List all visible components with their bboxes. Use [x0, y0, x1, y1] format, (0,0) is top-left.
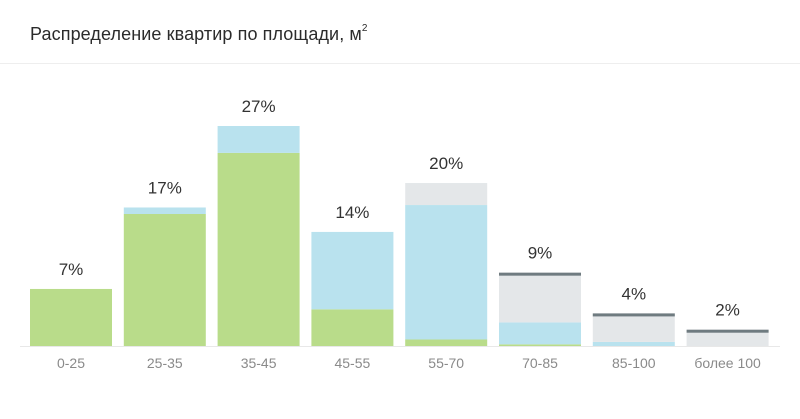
bar-6-segment-2: [499, 322, 581, 345]
bar-8: [686, 329, 769, 346]
x-tick-label-6: 70-85: [522, 355, 558, 371]
bar-3-segment-2: [217, 126, 300, 153]
bar-4-segment-1: [311, 309, 394, 346]
bar-4: [311, 231, 394, 346]
bar-7-segment-3: [592, 313, 675, 342]
x-tick-label-2: 25-35: [147, 355, 183, 371]
bar-5-segment-3: [405, 183, 488, 206]
bar-1: [30, 288, 112, 346]
bar-7: [592, 313, 675, 346]
bar-2-segment-2: [123, 207, 206, 214]
bar-7-segment-2: [592, 341, 675, 346]
bar-6-segment-3: [499, 272, 581, 323]
bar-7-cap: [592, 313, 675, 317]
bar-5: [405, 183, 488, 346]
bar-4-value-label: 14%: [335, 203, 369, 222]
bar-2-segment-1: [123, 214, 206, 346]
bar-4-segment-2: [311, 231, 394, 310]
bar-6-cap: [499, 272, 581, 276]
x-tick-label-1: 0-25: [57, 355, 85, 371]
title-divider: [0, 63, 800, 64]
bar-5-value-label: 20%: [429, 154, 463, 173]
bar-3-segment-1: [217, 152, 300, 346]
bar-3-value-label: 27%: [242, 97, 276, 116]
bar-5-segment-1: [405, 339, 488, 346]
x-tick-label-4: 45-55: [334, 355, 370, 371]
chart-title-text: Распределение квартир по площади, м: [30, 24, 362, 44]
bar-1-segment-1: [30, 288, 112, 346]
chart-title: Распределение квартир по площади, м2: [30, 23, 368, 45]
bar-2: [123, 207, 206, 346]
bar-6-value-label: 9%: [528, 244, 553, 263]
bar-8-value-label: 2%: [715, 301, 740, 320]
bar-2-value-label: 17%: [148, 178, 182, 197]
x-tick-label-7: 85-100: [612, 355, 656, 371]
bar-8-segment-3: [686, 329, 769, 346]
x-tick-label-8: более 100: [694, 355, 761, 371]
bar-3: [217, 126, 300, 346]
bar-7-value-label: 4%: [622, 284, 647, 303]
bar-6-segment-1: [499, 344, 581, 346]
x-tick-label-5: 55-70: [428, 355, 464, 371]
bar-1-value-label: 7%: [59, 260, 84, 279]
bar-8-cap: [686, 329, 769, 333]
x-axis-baseline: [20, 346, 780, 347]
x-tick-label-3: 35-45: [241, 355, 277, 371]
chart-title-superscript: 2: [361, 23, 368, 34]
bar-6: [499, 272, 581, 346]
bar-5-segment-2: [405, 205, 488, 340]
